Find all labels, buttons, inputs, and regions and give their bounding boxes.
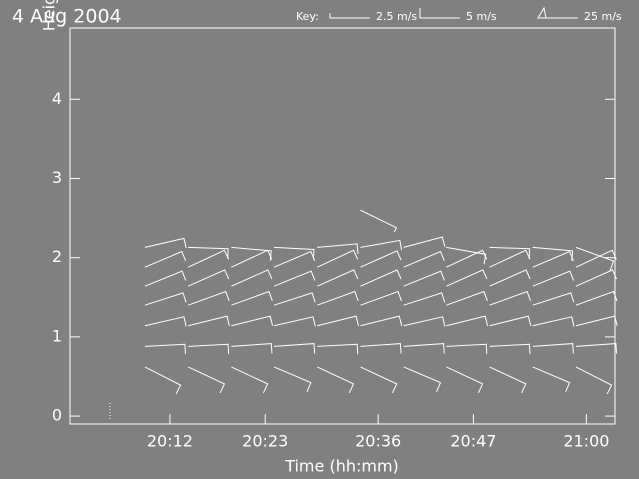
wind-barb (317, 243, 359, 254)
x-tick-label: 20:12 (147, 432, 193, 451)
wind-barb (188, 315, 230, 327)
wind-barb (403, 366, 442, 393)
wind-barb (489, 249, 531, 268)
wind-barb (144, 270, 187, 287)
wind-barb (575, 249, 617, 268)
wind-barb (489, 343, 531, 355)
wind-barb (446, 315, 489, 327)
wind-barb (489, 315, 532, 327)
wind-barb (317, 290, 359, 306)
wind-barb (360, 366, 398, 394)
y-tick-label: 1 (52, 326, 62, 345)
wind-barb (575, 343, 618, 354)
wind-barb (273, 366, 312, 393)
wind-barb (231, 366, 269, 394)
key-text: 25 m/s (584, 10, 622, 23)
wind-barb (187, 290, 230, 306)
wind-barb (532, 270, 575, 287)
wind-barb (273, 270, 316, 287)
wind-barb (532, 292, 575, 306)
wind-barb (532, 366, 571, 393)
wind-barb (489, 290, 532, 306)
wind-barb (187, 269, 230, 287)
wind-barb (446, 366, 484, 394)
wind-barb (317, 343, 359, 355)
key-text: 2.5 m/s (376, 10, 417, 23)
wind-barb (575, 246, 615, 271)
key-label: Key: (296, 10, 319, 23)
chart-title: 4 Aug 2004 (12, 6, 122, 28)
wind-barb (403, 270, 445, 287)
wind-barb (144, 237, 187, 249)
wind-barb (317, 269, 359, 287)
x-axis-label: Time (hh:mm) (284, 457, 399, 476)
wind-barb (575, 269, 618, 287)
wind-barb (446, 343, 488, 355)
wind-barb (575, 290, 618, 306)
wind-barb (532, 343, 574, 354)
wind-barb (489, 246, 531, 259)
wind-barb (532, 316, 575, 327)
wind-barb (187, 366, 226, 394)
wind-barb (403, 343, 445, 354)
wind-barb (231, 246, 272, 261)
x-tick-label: 20:23 (242, 432, 288, 451)
y-tick-label: 2 (52, 247, 62, 266)
y-axis-label: Height (km ASL) (40, 0, 59, 31)
wind-barb (446, 269, 488, 287)
key-barb (419, 8, 460, 19)
x-tick-label: 21:00 (563, 432, 609, 451)
wind-barb (231, 290, 273, 306)
x-tick-label: 20:47 (450, 432, 496, 451)
wind-barb (360, 343, 402, 354)
wind-barb (446, 246, 487, 265)
wind-barb (144, 250, 187, 268)
wind-barb (403, 316, 446, 327)
wind-barb (188, 343, 230, 355)
plot-frame (69, 27, 616, 425)
key-barb (537, 6, 578, 19)
wind-barb (489, 366, 527, 394)
wind-barb (360, 290, 402, 306)
wind-barb (273, 316, 316, 327)
wind-barb (188, 246, 229, 259)
wind-barb (317, 315, 359, 327)
x-tick-label: 20:36 (355, 432, 401, 451)
wind-barb (403, 292, 446, 306)
wind-barb (317, 249, 359, 268)
wind-barb (575, 366, 613, 395)
wind-barb (360, 269, 402, 287)
wind-barb (144, 366, 182, 395)
y-tick-label: 3 (52, 168, 62, 187)
wind-barb (446, 290, 488, 306)
wind-barb (360, 209, 398, 233)
wind-barb (403, 236, 446, 248)
wind-barb (489, 269, 531, 287)
wind-barb (274, 343, 316, 354)
wind-barb (231, 269, 273, 287)
wind-barb (144, 316, 187, 327)
wind-barb (360, 250, 402, 268)
wind-barb (317, 366, 355, 394)
wind-barb (144, 292, 187, 306)
wind-barb (231, 315, 274, 327)
wind-barb (231, 343, 273, 354)
key-text: 5 m/s (466, 10, 497, 23)
y-tick-label: 4 (52, 89, 62, 108)
wind-barb (273, 292, 316, 306)
key-barb (329, 13, 370, 19)
wind-barb (360, 239, 403, 251)
wind-barb (187, 249, 230, 268)
wind-barb (360, 315, 403, 327)
wind-barb (403, 250, 445, 268)
y-tick-label: 0 (52, 406, 62, 425)
wind-barb (274, 246, 315, 260)
wind-barb (532, 246, 574, 261)
wind-barb (144, 343, 186, 355)
wind-barb (575, 315, 618, 327)
